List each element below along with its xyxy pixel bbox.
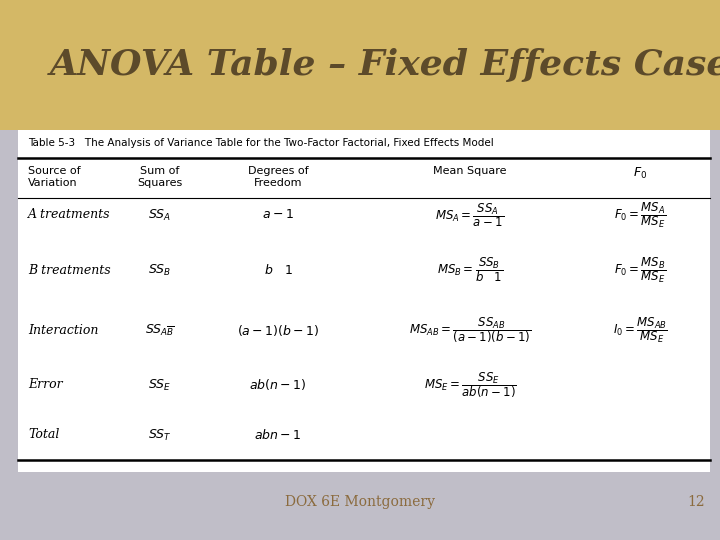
- Text: $ab(n-1)$: $ab(n-1)$: [249, 377, 307, 393]
- Text: $F_0 = \dfrac{MS_B}{MS_E}$: $F_0 = \dfrac{MS_B}{MS_E}$: [614, 255, 666, 285]
- Text: Mean Square: Mean Square: [433, 166, 507, 176]
- Text: Sum of
Squares: Sum of Squares: [138, 166, 183, 187]
- Text: Table 5-3   The Analysis of Variance Table for the Two-Factor Factorial, Fixed E: Table 5-3 The Analysis of Variance Table…: [28, 138, 494, 148]
- Text: $SS_A$: $SS_A$: [148, 207, 171, 222]
- Text: $SS_{A\overline{B}}$: $SS_{A\overline{B}}$: [145, 322, 175, 338]
- Text: $(a-1)(b-1)$: $(a-1)(b-1)$: [237, 322, 319, 338]
- Text: $MS_A = \dfrac{SS_A}{a-1}$: $MS_A = \dfrac{SS_A}{a-1}$: [436, 201, 505, 229]
- Text: DOX 6E Montgomery: DOX 6E Montgomery: [285, 495, 435, 509]
- Bar: [18, 130, 710, 472]
- Bar: [0, 0, 720, 130]
- Text: $MS_E = \dfrac{SS_E}{ab(n-1)}$: $MS_E = \dfrac{SS_E}{ab(n-1)}$: [423, 370, 516, 400]
- Text: $abn - 1$: $abn - 1$: [254, 428, 302, 442]
- Text: $F_0$: $F_0$: [633, 166, 647, 181]
- Text: Degrees of
Freedom: Degrees of Freedom: [248, 166, 308, 187]
- Text: $F_0 = \dfrac{MS_A}{MS_E}$: $F_0 = \dfrac{MS_A}{MS_E}$: [614, 200, 666, 230]
- Text: A treatments: A treatments: [28, 208, 110, 221]
- Bar: [0, 130, 720, 540]
- Text: 12: 12: [688, 495, 705, 509]
- Text: $SS_T$: $SS_T$: [148, 428, 172, 443]
- Text: $MS_B = \dfrac{SS_B}{b \quad 1}$: $MS_B = \dfrac{SS_B}{b \quad 1}$: [437, 255, 503, 285]
- Text: Total: Total: [28, 429, 59, 442]
- Text: $SS_E$: $SS_E$: [148, 377, 171, 393]
- Text: $b \quad 1$: $b \quad 1$: [264, 263, 292, 277]
- Text: ANOVA Table – Fixed Effects Case: ANOVA Table – Fixed Effects Case: [50, 48, 720, 82]
- Text: $SS_B$: $SS_B$: [148, 262, 171, 278]
- Text: $a - 1$: $a - 1$: [262, 208, 294, 221]
- Text: Interaction: Interaction: [28, 323, 99, 336]
- Text: $MS_{AB} = \dfrac{SS_{AB}}{(a-1)(b-1)}$: $MS_{AB} = \dfrac{SS_{AB}}{(a-1)(b-1)}$: [409, 315, 531, 345]
- Text: Error: Error: [28, 379, 63, 392]
- Text: $I_0 = \dfrac{MS_{AB}}{MS_E}$: $I_0 = \dfrac{MS_{AB}}{MS_E}$: [613, 315, 667, 345]
- Text: B treatments: B treatments: [28, 264, 111, 276]
- Text: Source of
Variation: Source of Variation: [28, 166, 81, 187]
